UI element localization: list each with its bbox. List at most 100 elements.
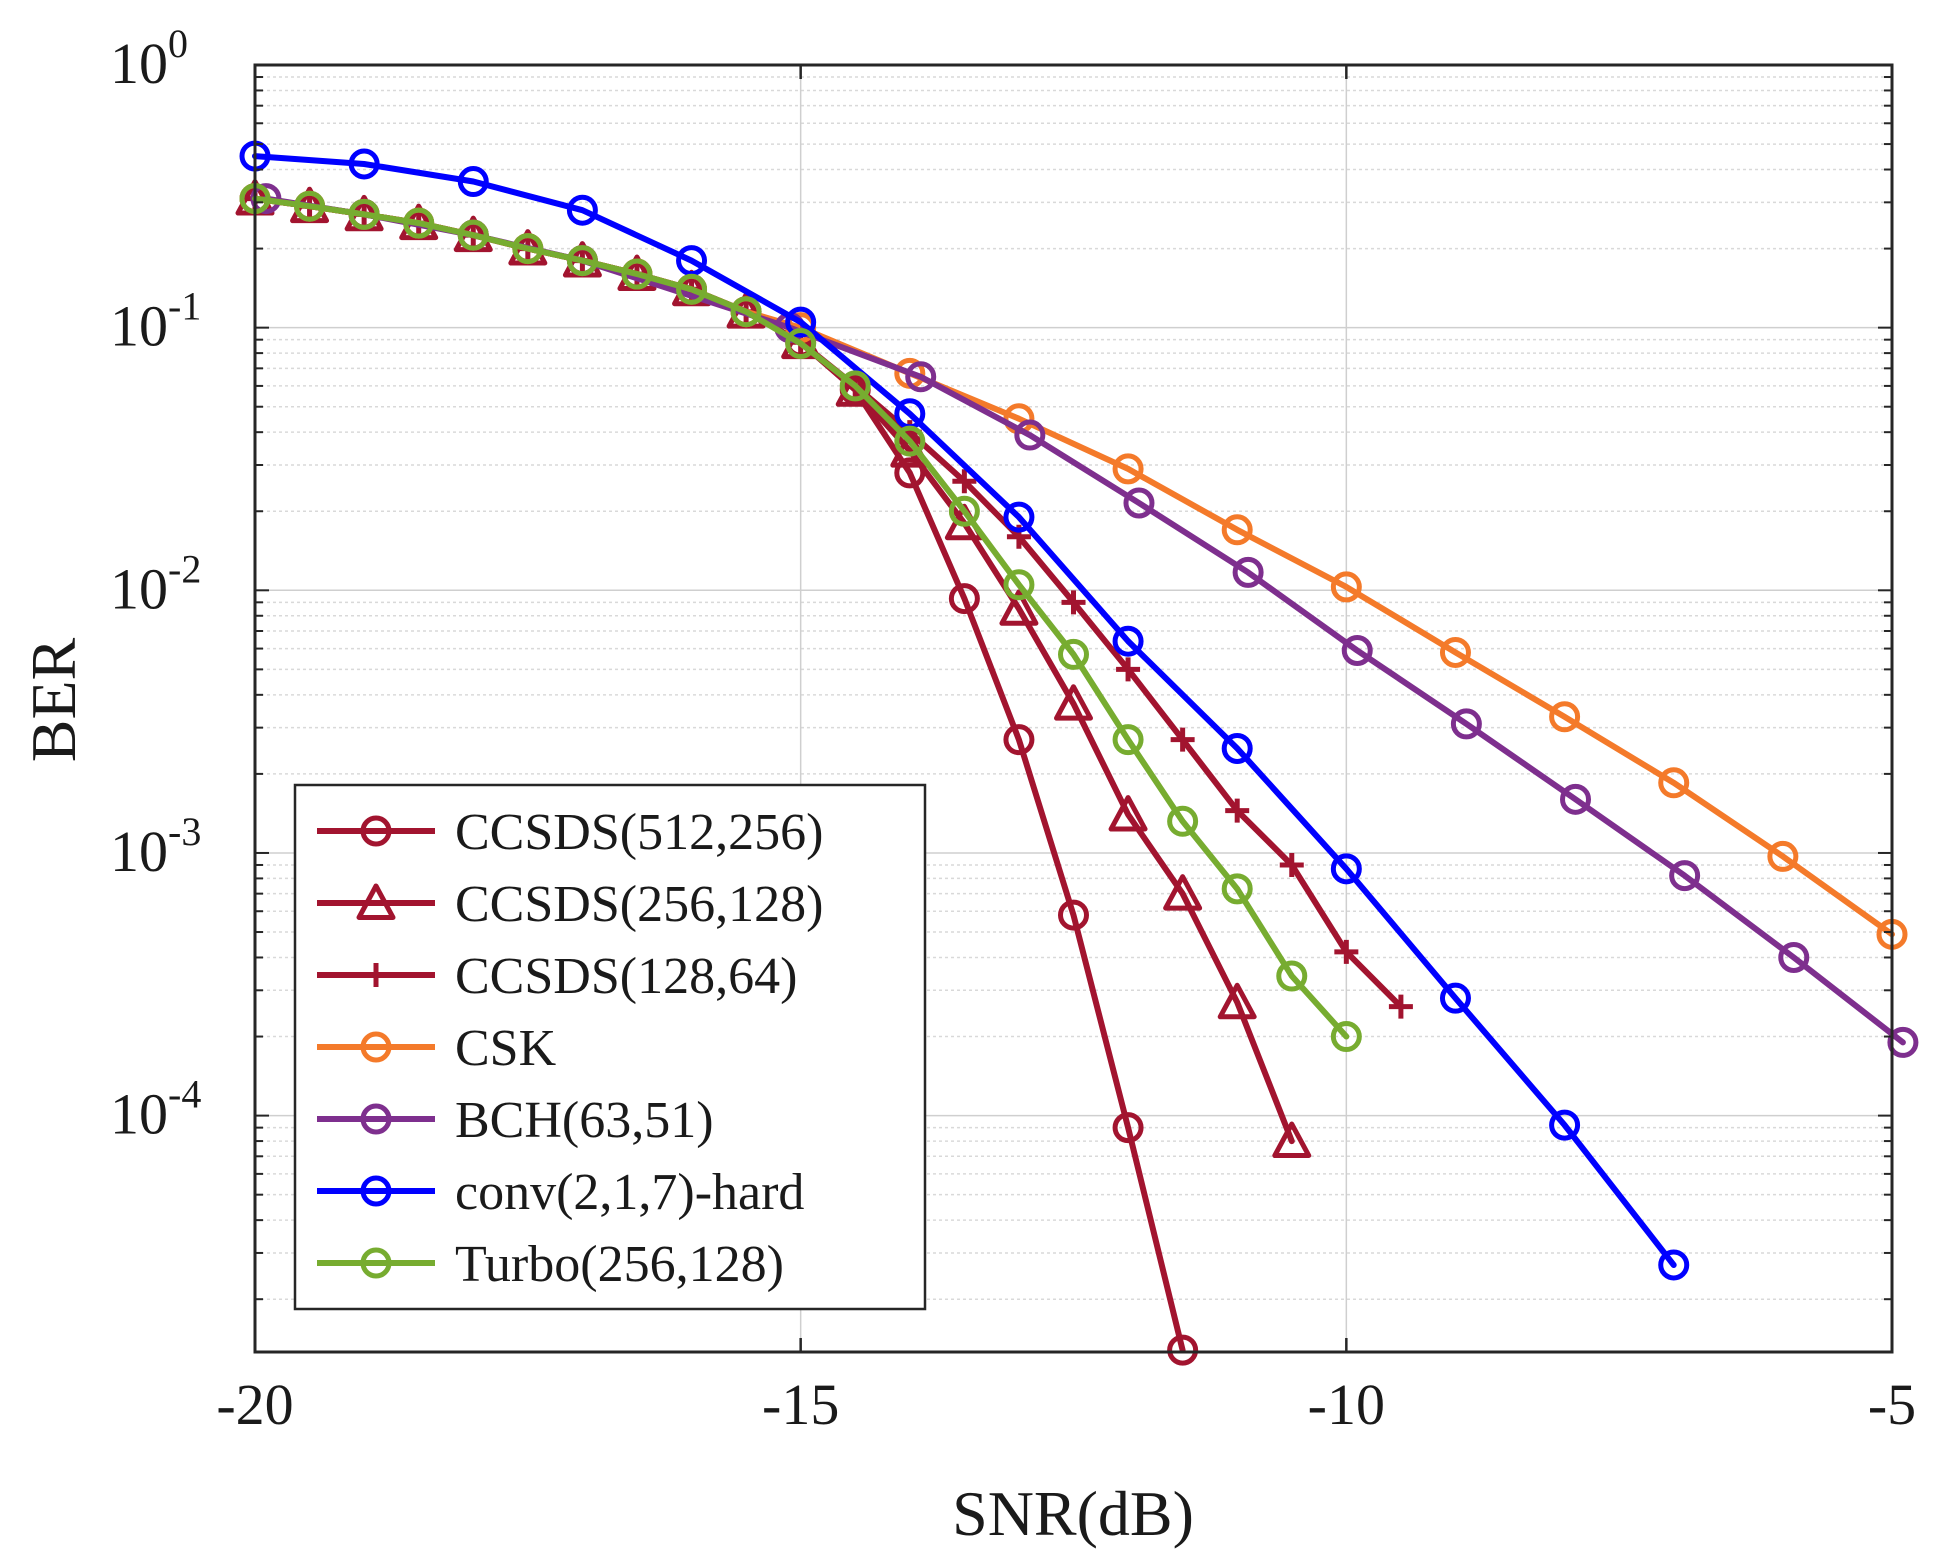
x-tick-label: -5 — [1868, 1372, 1916, 1437]
data-point — [1767, 840, 1799, 872]
x-tick-label: -10 — [1308, 1372, 1385, 1437]
series-line — [252, 195, 1350, 1040]
legend-label: BCH(63,51) — [455, 1092, 714, 1149]
legend-swatch-marker — [360, 1247, 392, 1279]
data-point — [621, 258, 653, 290]
data-point — [1054, 684, 1093, 721]
data-point — [1330, 853, 1362, 885]
legend-label: CCSDS(128,64) — [455, 948, 797, 1005]
data-point — [1279, 852, 1304, 877]
data-point — [1658, 767, 1690, 799]
y-axis-label: BER — [18, 637, 89, 762]
legend-item: CCSDS(512,256) — [317, 804, 823, 861]
data-point — [1170, 727, 1195, 752]
axis-ticks — [253, 65, 1894, 1352]
data-point — [1217, 982, 1257, 1020]
legend-label: Turbo(256,128) — [455, 1236, 784, 1293]
data-point — [457, 219, 489, 251]
data-point — [730, 296, 762, 328]
data-point — [1108, 795, 1148, 832]
data-point — [1112, 453, 1144, 485]
legend-item: CCSDS(128,64) — [317, 948, 797, 1005]
data-point — [785, 306, 817, 338]
data-point — [1221, 514, 1253, 546]
data-point — [1330, 1021, 1362, 1053]
data-point — [1061, 590, 1086, 615]
data-point — [676, 273, 708, 305]
data-point — [1549, 701, 1581, 733]
data-point — [905, 361, 937, 393]
data-point — [952, 469, 977, 494]
data-point — [1221, 732, 1253, 764]
data-point — [1003, 569, 1035, 601]
data-point — [999, 589, 1039, 626]
y-tick-exponent: 0 — [168, 21, 188, 66]
series-5 — [239, 140, 1690, 1281]
legend-label: CSK — [455, 1020, 557, 1077]
x-tick-label: -15 — [762, 1372, 839, 1437]
legend-label: CCSDS(512,256) — [455, 804, 823, 861]
x-axis-label: SNR(dB) — [952, 1478, 1194, 1549]
data-point — [1549, 1109, 1581, 1141]
data-point — [948, 495, 980, 527]
legend: CCSDS(512,256) CCSDS(256,128) CCSDS(128,64… — [293, 783, 927, 1311]
data-point — [785, 328, 817, 360]
legend-swatch-marker — [360, 1103, 392, 1135]
legend-item: Turbo(256,128) — [317, 1236, 784, 1293]
data-point — [1014, 419, 1046, 451]
data-point — [839, 370, 871, 402]
data-point — [403, 207, 435, 239]
data-point — [1003, 501, 1035, 533]
data-point — [1003, 724, 1035, 756]
data-point — [1163, 874, 1203, 911]
data-point — [1439, 636, 1471, 668]
legend-swatch-marker — [364, 963, 388, 987]
x-tick-label: -20 — [216, 1372, 293, 1437]
data-point — [512, 233, 544, 265]
legend-swatch-marker — [360, 1031, 392, 1063]
data-point — [294, 190, 326, 222]
data-point — [1439, 982, 1471, 1014]
data-point — [1225, 798, 1250, 823]
data-point — [1450, 708, 1482, 740]
data-point — [1334, 939, 1359, 964]
data-point — [1112, 724, 1144, 756]
legend-item: CSK — [317, 1020, 557, 1077]
legend-swatch-marker — [360, 815, 392, 847]
data-point — [1112, 1112, 1144, 1144]
legend-item: BCH(63,51) — [317, 1092, 714, 1149]
data-point — [1112, 625, 1144, 657]
series-line — [252, 153, 1677, 1268]
data-point — [1123, 487, 1155, 519]
legend-swatch-marker — [356, 883, 396, 920]
data-point — [1778, 941, 1810, 973]
legend-label: conv(2,1,7)-hard — [455, 1164, 804, 1221]
series-layer — [235, 140, 1919, 1366]
data-point — [566, 194, 598, 226]
data-point — [1058, 899, 1089, 931]
data-point — [1116, 657, 1141, 682]
data-point — [894, 425, 926, 457]
data-point — [1221, 873, 1253, 905]
y-tick-label: 100 — [110, 21, 188, 96]
data-point — [1167, 1334, 1199, 1366]
data-point — [1272, 1121, 1312, 1159]
y-tick-exponent: -4 — [168, 1072, 201, 1117]
data-point — [1341, 634, 1373, 666]
legend-swatch-marker — [360, 1175, 392, 1207]
data-point — [1388, 994, 1413, 1019]
data-point — [835, 370, 875, 407]
y-tick-exponent: -1 — [168, 284, 201, 329]
legend-label: CCSDS(256,128) — [455, 876, 823, 933]
data-point — [1232, 556, 1264, 588]
data-point — [348, 148, 380, 180]
data-point — [1167, 805, 1199, 837]
data-point — [1058, 638, 1089, 670]
series-6 — [239, 183, 1362, 1053]
data-point — [948, 583, 980, 615]
data-point — [1887, 1026, 1919, 1058]
y-tick-exponent: -2 — [168, 546, 201, 591]
data-point — [457, 166, 489, 198]
y-tick-exponent: -3 — [168, 809, 201, 854]
